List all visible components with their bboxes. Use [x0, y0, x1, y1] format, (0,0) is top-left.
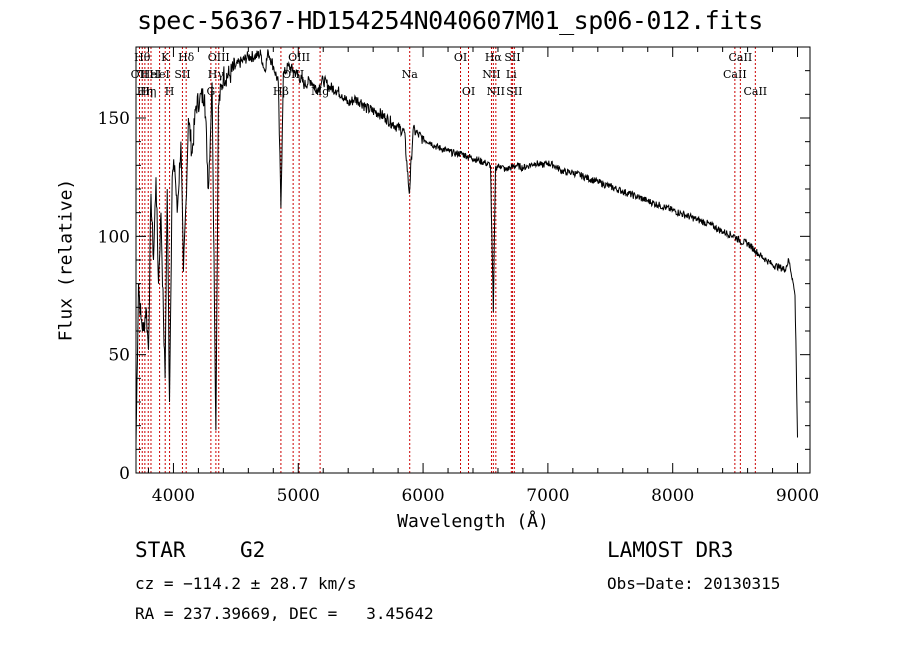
y-tick-label: 0: [119, 464, 130, 484]
line-marker-label: NII: [487, 85, 505, 98]
x-axis-ticks: 4000 5000 6000 7000 8000 9000: [147, 47, 819, 506]
line-marker-label: G: [206, 85, 215, 98]
line-marker-label: OI: [462, 85, 475, 98]
x-tick-label: 4000: [152, 486, 195, 506]
y-tick-label: 100: [98, 227, 130, 247]
line-marker-label: Hδ: [178, 51, 195, 64]
line-marker-label: OII: [131, 68, 149, 81]
y-tick-label: 50: [108, 346, 130, 366]
line-marker-label: NII: [482, 68, 500, 81]
line-marker-label: CaII: [729, 51, 753, 64]
line-marker-labels: OIIHθHηHηHeIHeIKHSIIHδGHγOIIIHβOIIIOIIIM…: [131, 51, 768, 98]
spectrum-line: [135, 49, 798, 445]
line-marker-label: Hγ: [208, 68, 225, 81]
redshift-cz: cz = −114.2 ± 28.7 km/s: [135, 574, 357, 593]
line-marker-label: Hθ: [134, 51, 151, 64]
y-tick-label: 150: [98, 109, 130, 129]
observation-date: Obs−Date: 20130315: [607, 574, 781, 593]
line-markers: [138, 47, 756, 473]
line-marker-label: SII: [504, 51, 520, 64]
ra-dec: RA = 237.39669, DEC = 3.45642: [135, 604, 434, 623]
line-marker-label: SII: [506, 85, 522, 98]
chart-title: spec-56367-HD154254N040607M01_sp06-012.f…: [137, 6, 763, 35]
y-axis-label: Flux (relative): [55, 178, 77, 342]
line-marker-label: CaII: [743, 85, 767, 98]
x-tick-label: 9000: [776, 486, 819, 506]
line-marker-label: Na: [402, 68, 419, 81]
line-marker-label: H: [165, 85, 175, 98]
line-marker-label: K: [161, 51, 170, 64]
line-marker-label: Hβ: [273, 85, 289, 98]
line-marker-label: Hα: [485, 51, 503, 64]
line-marker-label: SII: [174, 68, 190, 81]
x-tick-label: 5000: [277, 486, 320, 506]
line-marker-label: OI: [454, 51, 467, 64]
survey-name: LAMOST DR3: [607, 538, 734, 562]
y-axis-ticks: 0 50 100 150: [98, 46, 810, 484]
line-marker-label: OIII: [288, 51, 310, 64]
object-class: STAR: [135, 538, 186, 562]
line-marker-label: HeI: [141, 68, 161, 81]
line-marker-label: HeI: [149, 68, 169, 81]
x-tick-label: 8000: [651, 486, 694, 506]
plot-frame: [135, 46, 811, 474]
line-marker-label: Hη: [140, 85, 156, 98]
x-tick-label: 7000: [526, 486, 569, 506]
object-subclass: G2: [240, 538, 266, 562]
x-axis-label: Wavelength (Å): [397, 511, 549, 532]
line-marker-label: OIII: [208, 51, 230, 64]
line-marker-label: CaII: [723, 68, 747, 81]
line-marker-label: Li: [506, 68, 517, 81]
x-tick-label: 6000: [401, 486, 444, 506]
